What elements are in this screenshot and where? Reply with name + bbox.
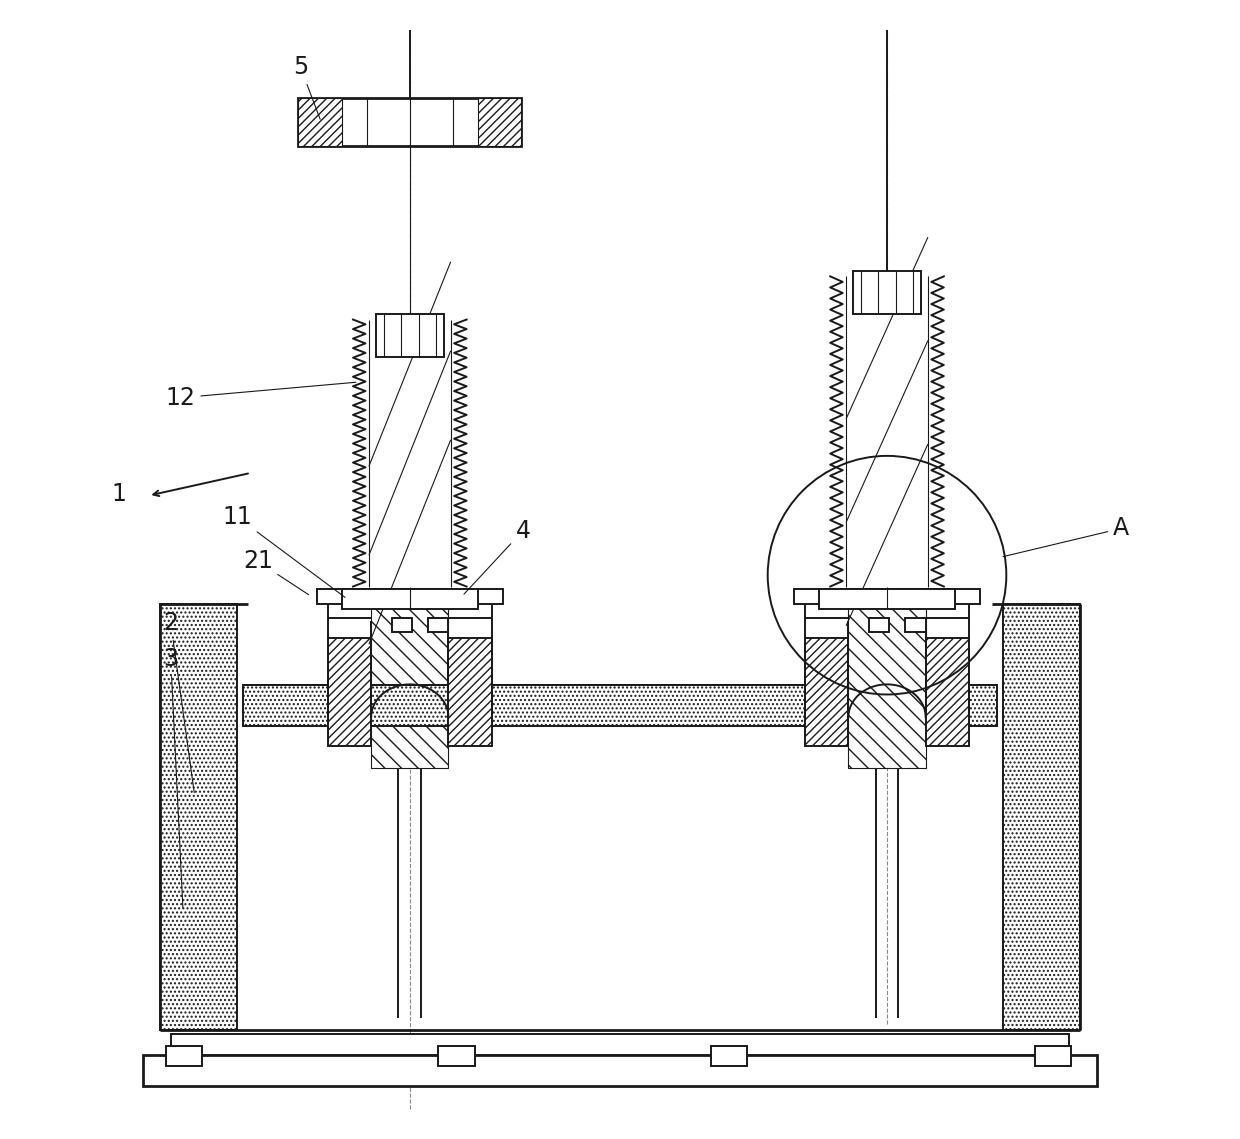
- Bar: [846, 277, 928, 587]
- Text: 5: 5: [293, 55, 320, 120]
- Bar: [818, 589, 955, 609]
- Text: 21: 21: [243, 549, 309, 595]
- Bar: [243, 686, 997, 727]
- Bar: [342, 589, 477, 609]
- Bar: [449, 638, 491, 746]
- Bar: [438, 1046, 475, 1066]
- Text: 4: 4: [464, 518, 531, 595]
- Bar: [299, 98, 521, 146]
- Bar: [905, 618, 925, 632]
- Text: 1: 1: [110, 482, 125, 507]
- Bar: [371, 604, 449, 769]
- Bar: [171, 1034, 1069, 1055]
- Bar: [477, 98, 521, 146]
- Text: 12: 12: [165, 383, 356, 410]
- Text: 11: 11: [222, 505, 345, 597]
- Bar: [848, 604, 925, 769]
- Bar: [316, 589, 503, 604]
- Bar: [794, 589, 980, 604]
- Bar: [428, 618, 449, 632]
- Bar: [1003, 604, 1080, 1030]
- Text: 3: 3: [164, 647, 182, 908]
- Bar: [143, 1055, 1097, 1087]
- Bar: [329, 638, 371, 746]
- Bar: [869, 618, 889, 632]
- Bar: [160, 604, 237, 1030]
- Bar: [393, 727, 427, 736]
- Bar: [392, 618, 412, 632]
- Bar: [805, 638, 848, 746]
- Bar: [368, 320, 450, 587]
- Bar: [165, 1046, 202, 1066]
- Bar: [299, 98, 342, 146]
- Bar: [1034, 1046, 1071, 1066]
- Bar: [925, 638, 968, 746]
- Text: A: A: [1003, 516, 1130, 557]
- Bar: [711, 1046, 748, 1066]
- Bar: [870, 727, 904, 736]
- Text: 2: 2: [164, 611, 195, 793]
- Bar: [853, 271, 921, 314]
- Bar: [376, 314, 444, 357]
